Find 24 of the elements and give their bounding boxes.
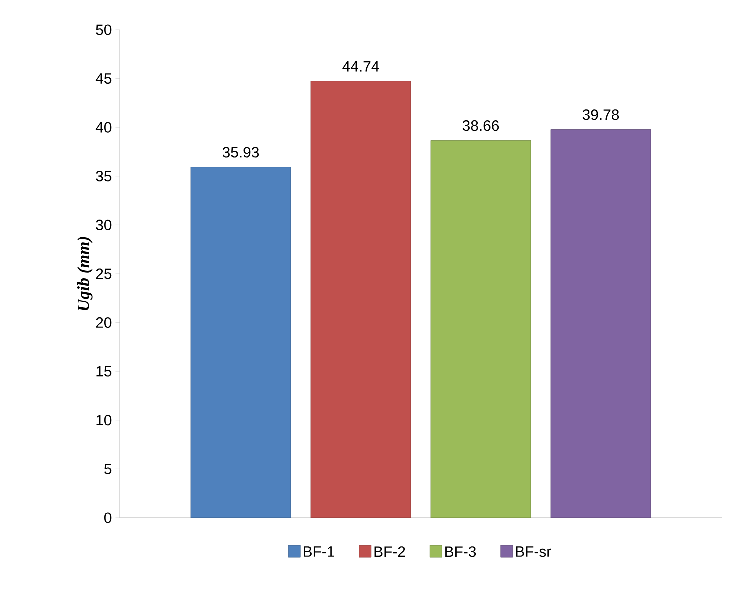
bar <box>430 140 532 518</box>
y-tick-label: 5 <box>104 464 112 474</box>
y-axis-title: Ugib (mm) <box>77 237 93 310</box>
y-tick-label: 20 <box>96 317 112 328</box>
y-tick-label: 40 <box>96 122 112 133</box>
y-tick-label: 35 <box>96 171 112 182</box>
y-tick-label: 15 <box>96 366 112 377</box>
y-tick-label: 10 <box>96 415 112 426</box>
data-label: 39.78 <box>582 110 620 120</box>
legend-label: BF-2 <box>374 546 406 558</box>
y-tick-label: 45 <box>96 74 112 84</box>
data-label: 38.66 <box>462 120 500 132</box>
legend-label: BF-1 <box>304 546 334 557</box>
legend-label: BF-3 <box>446 546 476 558</box>
bar <box>190 167 292 518</box>
y-tick-label: 50 <box>96 24 112 36</box>
y-tick-label: 0 <box>104 512 112 524</box>
legend-label: BF-sr <box>516 546 552 558</box>
bar <box>550 130 652 518</box>
y-tick-label: 25 <box>96 268 112 280</box>
bar <box>310 81 412 518</box>
data-label: 44.74 <box>342 62 380 72</box>
data-label: 35.93 <box>222 147 260 158</box>
y-tick-label: 30 <box>96 220 112 230</box>
